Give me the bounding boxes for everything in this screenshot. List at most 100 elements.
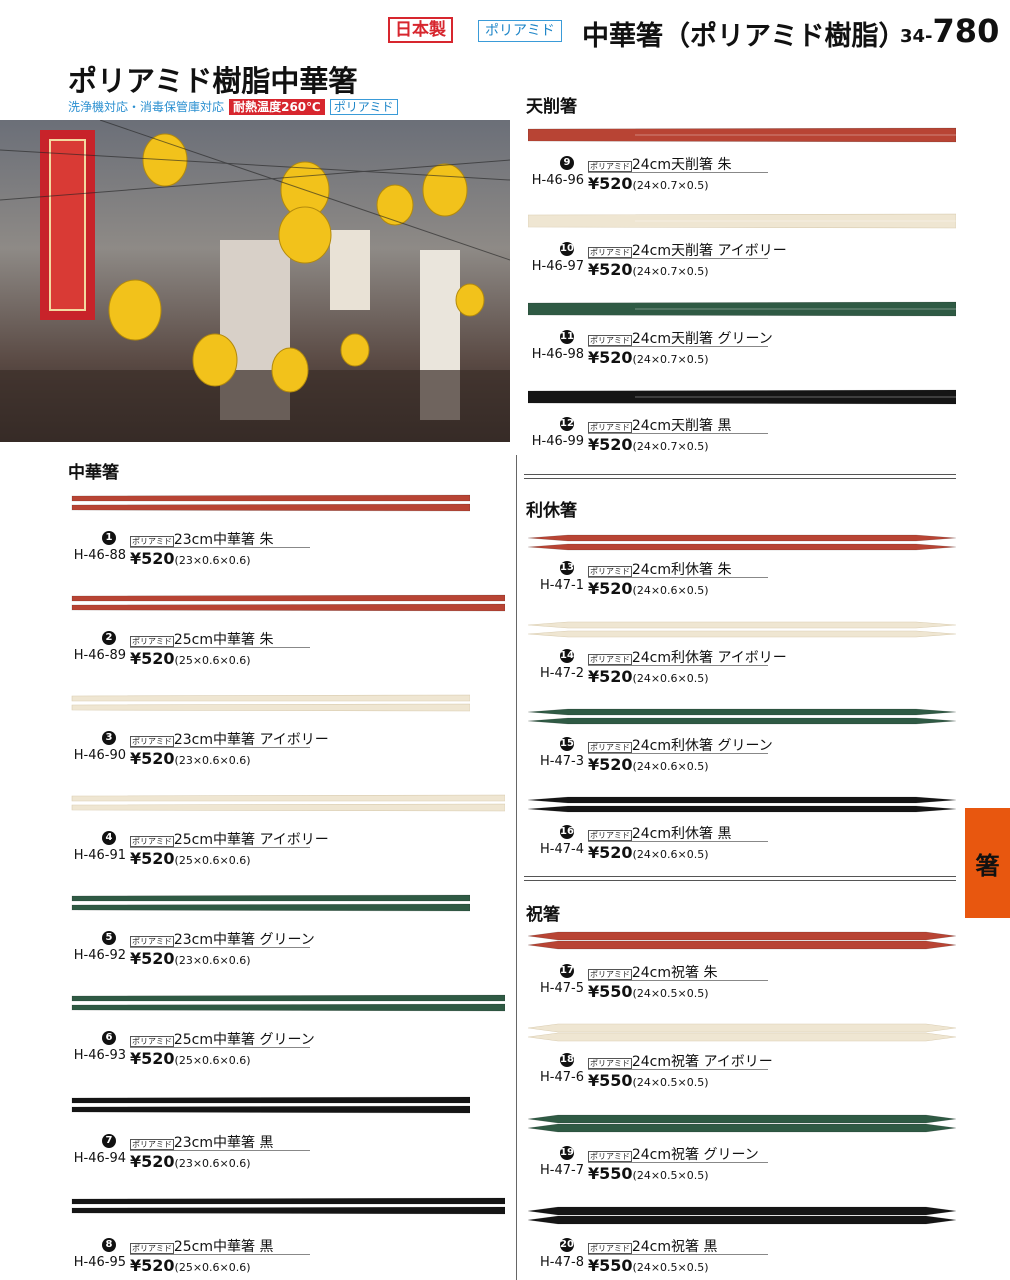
product-code: H-46-92 (73, 948, 126, 963)
underline-divider (130, 847, 310, 848)
material-tag: ポリアミド (588, 422, 632, 433)
product-name-row: ポリアミド 23cm中華箸 朱 (130, 529, 273, 549)
material-tag: ポリアミド (588, 335, 632, 346)
chopsticks-10 (527, 212, 957, 238)
page-prefix: 34- (900, 26, 933, 47)
underline-divider (588, 841, 768, 842)
photo-illustration (0, 120, 510, 442)
chopsticks-image (527, 1114, 957, 1133)
price-row: ¥520(24×0.6×0.5) (588, 579, 709, 598)
underline-divider (130, 947, 310, 948)
product-name-row: ポリアミド 24cm祝箸 朱 (588, 962, 717, 982)
material-tag: ポリアミド (130, 1139, 174, 1150)
chopsticks-image (527, 708, 957, 725)
underline-divider (130, 1254, 310, 1255)
product-name: 24cm天削箸 黒 (631, 418, 732, 434)
dimensions: (24×0.5×0.5) (632, 1261, 709, 1274)
product-code: H-47-6 (540, 1070, 584, 1085)
product-code: H-46-96 (531, 173, 584, 188)
chopsticks-image (527, 931, 957, 950)
underline-divider (130, 647, 310, 648)
product-code: H-46-95 (73, 1255, 126, 1270)
product-name: 25cm中華箸 グリーン (173, 1032, 315, 1048)
product-name: 24cm利休箸 アイボリー (631, 650, 787, 666)
material-badge: ポリアミド (478, 20, 562, 42)
price-row: ¥520(25×0.6×0.6) (130, 1256, 251, 1275)
section-title: 祝箸 (526, 905, 560, 925)
chopsticks-1 (70, 494, 471, 520)
made-in-japan-badge: 日本製 (388, 17, 453, 43)
underline-divider (588, 577, 768, 578)
product-name-row: ポリアミド 24cm利休箸 黒 (588, 823, 731, 843)
underline-divider (588, 1162, 768, 1163)
chopsticks-6 (70, 994, 506, 1020)
chopsticks-image (71, 494, 471, 512)
chinatown-photo (0, 120, 510, 442)
underline-divider (130, 747, 310, 748)
chopsticks-category-tab[interactable]: 箸 (965, 808, 1010, 918)
item-number-badge: 10 (560, 242, 574, 256)
price: ¥520 (588, 667, 633, 686)
product-name: 24cm利休箸 朱 (631, 562, 732, 578)
product-name: 25cm中華箸 朱 (173, 632, 274, 648)
dimensions: (24×0.5×0.5) (632, 1076, 709, 1089)
chopsticks-image (527, 796, 957, 813)
underline-divider (588, 980, 768, 981)
product-code: H-46-91 (73, 848, 126, 863)
product-code: H-47-1 (540, 578, 584, 593)
chopsticks-image (527, 621, 957, 638)
product-name: 24cm祝箸 朱 (631, 965, 718, 981)
chopsticks-2 (70, 594, 506, 620)
section-divider (524, 880, 956, 881)
dimensions: (23×0.6×0.6) (174, 754, 251, 767)
product-name-row: ポリアミド 24cm天削箸 アイボリー (588, 240, 787, 260)
column-divider (516, 455, 517, 1280)
underline-divider (588, 258, 768, 259)
section-title: 利休箸 (526, 501, 577, 521)
price-row: ¥520(23×0.6×0.6) (130, 1152, 251, 1171)
product-name-row: ポリアミド 25cm中華箸 アイボリー (130, 829, 329, 849)
dimensions: (25×0.6×0.6) (174, 1054, 251, 1067)
price-row: ¥550(24×0.5×0.5) (588, 1164, 709, 1183)
material-tag: ポリアミド (130, 636, 174, 647)
chopsticks-9 (527, 126, 957, 152)
product-name-row: ポリアミド 24cm天削箸 黒 (588, 415, 731, 435)
price: ¥520 (130, 549, 175, 568)
product-name-row: ポリアミド 24cm利休箸 アイボリー (588, 647, 787, 667)
product-code: H-47-2 (540, 666, 584, 681)
price-row: ¥520(25×0.6×0.6) (130, 849, 251, 868)
underline-divider (130, 1150, 310, 1151)
material-tag: ポリアミド (130, 936, 174, 947)
chopsticks-image (527, 301, 957, 317)
price-row: ¥550(24×0.5×0.5) (588, 982, 709, 1001)
page-number: 34-780 (900, 12, 999, 50)
chopsticks-image (527, 213, 957, 229)
product-code: H-47-8 (540, 1255, 584, 1270)
dimensions: (24×0.5×0.5) (632, 987, 709, 1000)
product-name: 24cm天削箸 グリーン (631, 331, 773, 347)
product-code: H-46-98 (531, 347, 584, 362)
material-tag: ポリアミド (588, 566, 632, 577)
material-tag: ポリアミド (130, 736, 174, 747)
price-row: ¥520(24×0.7×0.5) (588, 348, 709, 367)
item-number-badge: 15 (560, 737, 574, 751)
material-tag: ポリアミド (130, 1243, 174, 1254)
dimensions: (25×0.6×0.6) (174, 654, 251, 667)
underline-divider (588, 172, 768, 173)
dimensions: (25×0.6×0.6) (174, 854, 251, 867)
price-row: ¥520(23×0.6×0.6) (130, 549, 251, 568)
chopsticks-17 (527, 930, 957, 956)
product-code: H-46-94 (73, 1151, 126, 1166)
main-title: ポリアミド樹脂中華箸 (68, 64, 358, 98)
product-name: 24cm天削箸 朱 (631, 157, 732, 173)
underline-divider (130, 547, 310, 548)
underline-divider (588, 665, 768, 666)
product-name: 25cm中華箸 アイボリー (173, 832, 329, 848)
feature-line: 洗浄機対応・消毒保管庫対応 耐熱温度260℃ ポリアミド (68, 96, 398, 115)
dimensions: (24×0.6×0.5) (632, 584, 709, 597)
material-tag: ポリアミド (130, 1036, 174, 1047)
chopsticks-12 (527, 388, 957, 414)
item-number-badge: 2 (102, 631, 116, 645)
product-name-row: ポリアミド 25cm中華箸 グリーン (130, 1029, 315, 1049)
product-name: 24cm祝箸 アイボリー (631, 1054, 773, 1070)
